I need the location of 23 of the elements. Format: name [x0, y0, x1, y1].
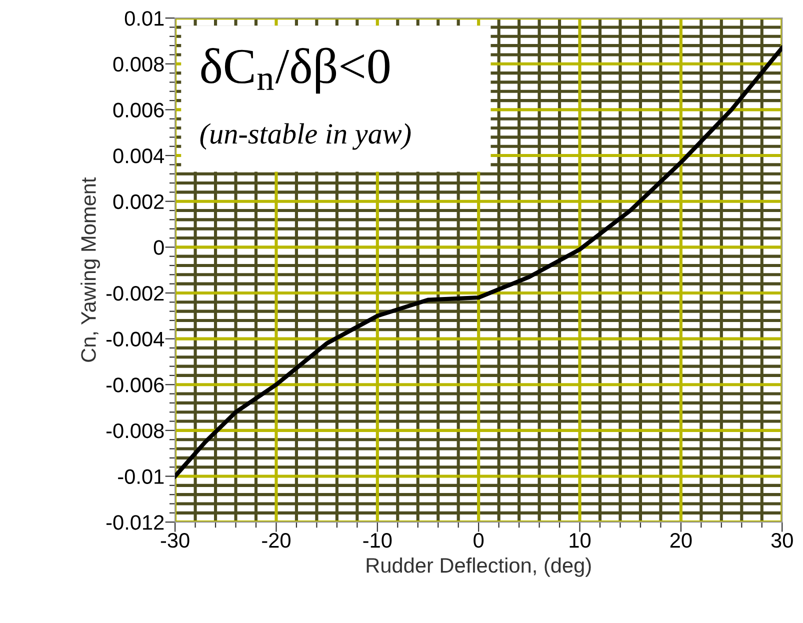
y-tick-label: 0.008 [113, 56, 164, 72]
y-tick-label: 0.004 [113, 148, 164, 164]
y-tick-label: 0.01 [124, 11, 164, 26]
y-tick-label: -0.004 [106, 332, 164, 347]
x-tick-label: 30 [771, 533, 793, 548]
y-tick-label: 0.002 [113, 194, 164, 210]
x-tick-label: 0 [474, 533, 484, 548]
y-tick-label: -0.012 [106, 515, 164, 530]
x-tick-label: -30 [160, 533, 190, 548]
x-tick-label: 20 [670, 533, 692, 548]
x-tick-label: -10 [363, 533, 392, 548]
x-tick-label: -20 [262, 533, 290, 548]
annotation: (un-stable in yaw) [200, 123, 411, 150]
y-tick-label: -0.002 [106, 286, 164, 301]
y-tick-label: -0.01 [118, 469, 164, 484]
y-tick-label: 0 [154, 240, 164, 255]
y-axis-title: Cn, Yawing Moment [80, 177, 100, 362]
y-tick-label: -0.006 [106, 378, 164, 392]
annotation: δC$_{n}$/δβ<0 [201, 48, 390, 94]
y-tick-label: 0.006 [113, 102, 164, 118]
x-tick-label: 10 [570, 533, 591, 548]
y-tick-label: -0.008 [106, 423, 164, 438]
x-axis-title: Rudder Deflection, (deg) [366, 557, 591, 577]
